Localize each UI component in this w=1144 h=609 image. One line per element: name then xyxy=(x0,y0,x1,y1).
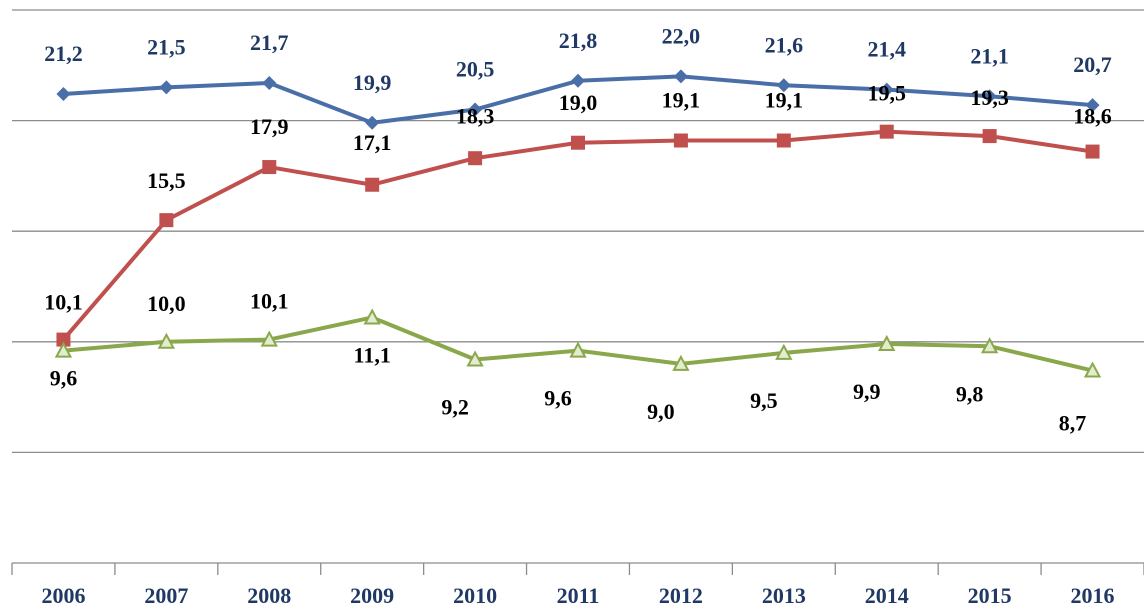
x-tick-label: 2009 xyxy=(350,583,394,608)
triangle-marker xyxy=(54,341,73,358)
square-marker xyxy=(365,177,380,192)
data-label: 19,1 xyxy=(765,88,804,113)
data-label: 8,7 xyxy=(1059,411,1087,436)
diamond-marker xyxy=(365,115,380,130)
data-label: 18,3 xyxy=(456,103,495,128)
triangle-marker xyxy=(569,341,587,358)
triangle-marker xyxy=(980,337,999,354)
data-label: 21,1 xyxy=(970,43,1009,68)
data-label: 9,6 xyxy=(544,386,572,411)
diamond-marker xyxy=(262,75,277,90)
square-marker xyxy=(468,151,483,166)
triangle-marker xyxy=(1083,361,1102,378)
data-label: 19,3 xyxy=(970,85,1009,110)
data-label: 9,8 xyxy=(956,381,984,406)
x-tick-label: 2013 xyxy=(762,583,806,608)
data-label: 22,0 xyxy=(662,23,701,48)
square-marker xyxy=(776,133,791,148)
data-label: 21,8 xyxy=(559,28,598,53)
square-marker xyxy=(673,133,688,148)
triangle-marker xyxy=(363,308,381,325)
data-label: 20,5 xyxy=(456,57,495,82)
data-label: 19,0 xyxy=(559,90,598,115)
triangle-marker xyxy=(466,350,484,367)
data-label: 19,9 xyxy=(353,70,392,95)
triangle-marker xyxy=(672,354,690,371)
data-label: 21,2 xyxy=(44,41,83,66)
triangle-marker xyxy=(260,330,278,347)
data-label: 9,0 xyxy=(647,399,675,424)
square-marker xyxy=(982,129,997,144)
diamond-marker xyxy=(982,89,997,104)
data-label: 21,6 xyxy=(765,32,804,57)
data-label: 9,6 xyxy=(50,366,78,391)
data-label: 10,0 xyxy=(147,291,186,316)
data-label: 10,1 xyxy=(250,289,289,314)
x-tick-label: 2008 xyxy=(247,583,291,608)
square-marker xyxy=(571,135,585,150)
diamond-marker xyxy=(1085,98,1100,113)
series-line xyxy=(61,129,1093,341)
data-label: 19,5 xyxy=(867,81,906,106)
data-label: 9,9 xyxy=(853,379,881,404)
data-label: 21,5 xyxy=(147,34,186,59)
diamond-marker xyxy=(879,82,894,97)
x-tick-label: 2011 xyxy=(557,583,600,608)
square-marker xyxy=(159,213,174,228)
triangle-marker xyxy=(878,334,896,352)
x-tick-label: 2015 xyxy=(968,583,1012,608)
data-label: 19,1 xyxy=(662,88,701,113)
diamond-marker xyxy=(571,73,585,88)
data-label: 21,7 xyxy=(250,30,289,55)
data-label: 11,1 xyxy=(354,343,391,368)
data-label: 21,4 xyxy=(867,37,906,62)
data-label: 10,1 xyxy=(44,290,83,315)
data-label: 9,5 xyxy=(750,388,778,413)
triangle-marker xyxy=(157,332,176,349)
square-marker xyxy=(262,160,277,175)
diamond-marker xyxy=(56,87,71,102)
square-marker xyxy=(1085,144,1100,159)
data-label: 17,9 xyxy=(250,114,289,139)
x-tick-label: 2010 xyxy=(453,583,497,608)
x-tick-label: 2016 xyxy=(1071,583,1115,608)
data-label: 17,1 xyxy=(353,130,392,155)
x-tick-label: 2007 xyxy=(144,583,188,608)
square-marker xyxy=(56,332,71,347)
data-label: 15,5 xyxy=(147,168,186,193)
x-tick-label: 2014 xyxy=(865,583,909,608)
data-label: 18,6 xyxy=(1073,104,1112,129)
square-marker xyxy=(879,124,894,139)
diamond-marker xyxy=(159,80,174,95)
diamond-marker xyxy=(776,78,791,93)
diamond-marker xyxy=(468,102,483,117)
x-tick-label: 2012 xyxy=(659,583,703,608)
diamond-marker xyxy=(673,69,688,84)
data-label: 20,7 xyxy=(1073,52,1112,77)
x-tick-label: 2006 xyxy=(41,583,85,608)
data-label: 9,2 xyxy=(441,395,469,420)
triangle-marker xyxy=(775,343,793,360)
